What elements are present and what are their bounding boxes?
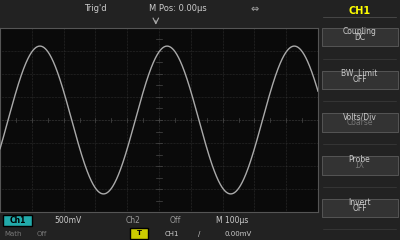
Text: Off: Off — [169, 216, 180, 225]
Text: Ch2: Ch2 — [126, 216, 141, 225]
Text: CH1: CH1 — [164, 231, 179, 237]
Text: Off: Off — [36, 231, 46, 237]
Text: BW  Limit: BW Limit — [342, 69, 378, 78]
Text: Coupling: Coupling — [343, 27, 376, 36]
FancyBboxPatch shape — [322, 113, 398, 132]
FancyBboxPatch shape — [322, 28, 398, 46]
Text: OFF: OFF — [352, 75, 367, 84]
Text: CH1: CH1 — [348, 6, 371, 16]
Text: T: T — [137, 230, 142, 236]
FancyBboxPatch shape — [322, 199, 398, 217]
Text: 0.00mV: 0.00mV — [225, 231, 252, 237]
Text: Coarse: Coarse — [346, 118, 373, 127]
FancyBboxPatch shape — [3, 215, 32, 226]
Text: Volts/Div: Volts/Div — [343, 112, 376, 121]
Text: 500mV: 500mV — [54, 216, 81, 225]
Text: M 100μs: M 100μs — [216, 216, 248, 225]
Text: Trig'd: Trig'd — [84, 4, 107, 13]
Text: 1X: 1X — [355, 161, 365, 170]
Text: M Pos: 0.00μs: M Pos: 0.00μs — [149, 4, 207, 13]
Text: Ch1: Ch1 — [9, 216, 26, 225]
Text: Math: Math — [4, 231, 22, 237]
Text: DC: DC — [354, 33, 365, 42]
Text: /: / — [198, 231, 200, 237]
FancyBboxPatch shape — [322, 71, 398, 89]
Text: OFF: OFF — [352, 204, 367, 213]
Text: ⇔: ⇔ — [250, 4, 258, 14]
Text: Invert: Invert — [348, 198, 371, 207]
Text: Probe: Probe — [349, 155, 370, 164]
FancyBboxPatch shape — [130, 228, 148, 239]
FancyBboxPatch shape — [322, 156, 398, 174]
